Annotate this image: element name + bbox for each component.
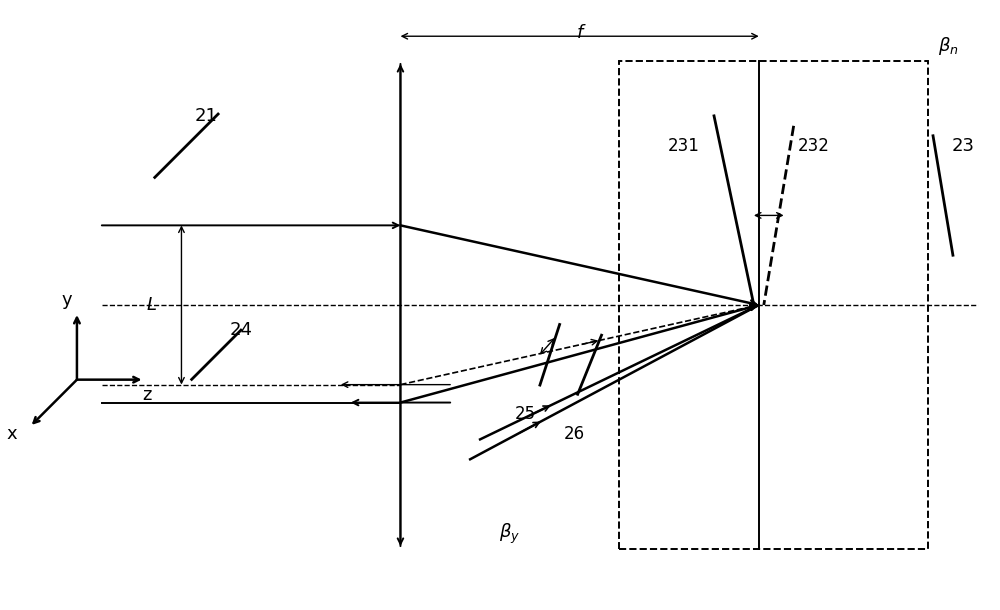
- Text: x: x: [7, 425, 18, 443]
- Text: 231: 231: [668, 137, 700, 155]
- Bar: [619, 61, 928, 549]
- Text: 24: 24: [230, 321, 253, 339]
- Text: 21: 21: [195, 107, 218, 125]
- Text: f: f: [576, 24, 583, 42]
- Text: 232: 232: [798, 137, 830, 155]
- Text: y: y: [62, 291, 72, 309]
- Text: 25: 25: [514, 406, 535, 423]
- Text: 26: 26: [564, 425, 585, 443]
- Text: L: L: [147, 296, 157, 314]
- Text: $\beta_y$: $\beta_y$: [499, 522, 521, 546]
- Text: $\beta_n$: $\beta_n$: [938, 35, 958, 57]
- Text: 23: 23: [951, 137, 974, 155]
- Text: z: z: [142, 386, 151, 404]
